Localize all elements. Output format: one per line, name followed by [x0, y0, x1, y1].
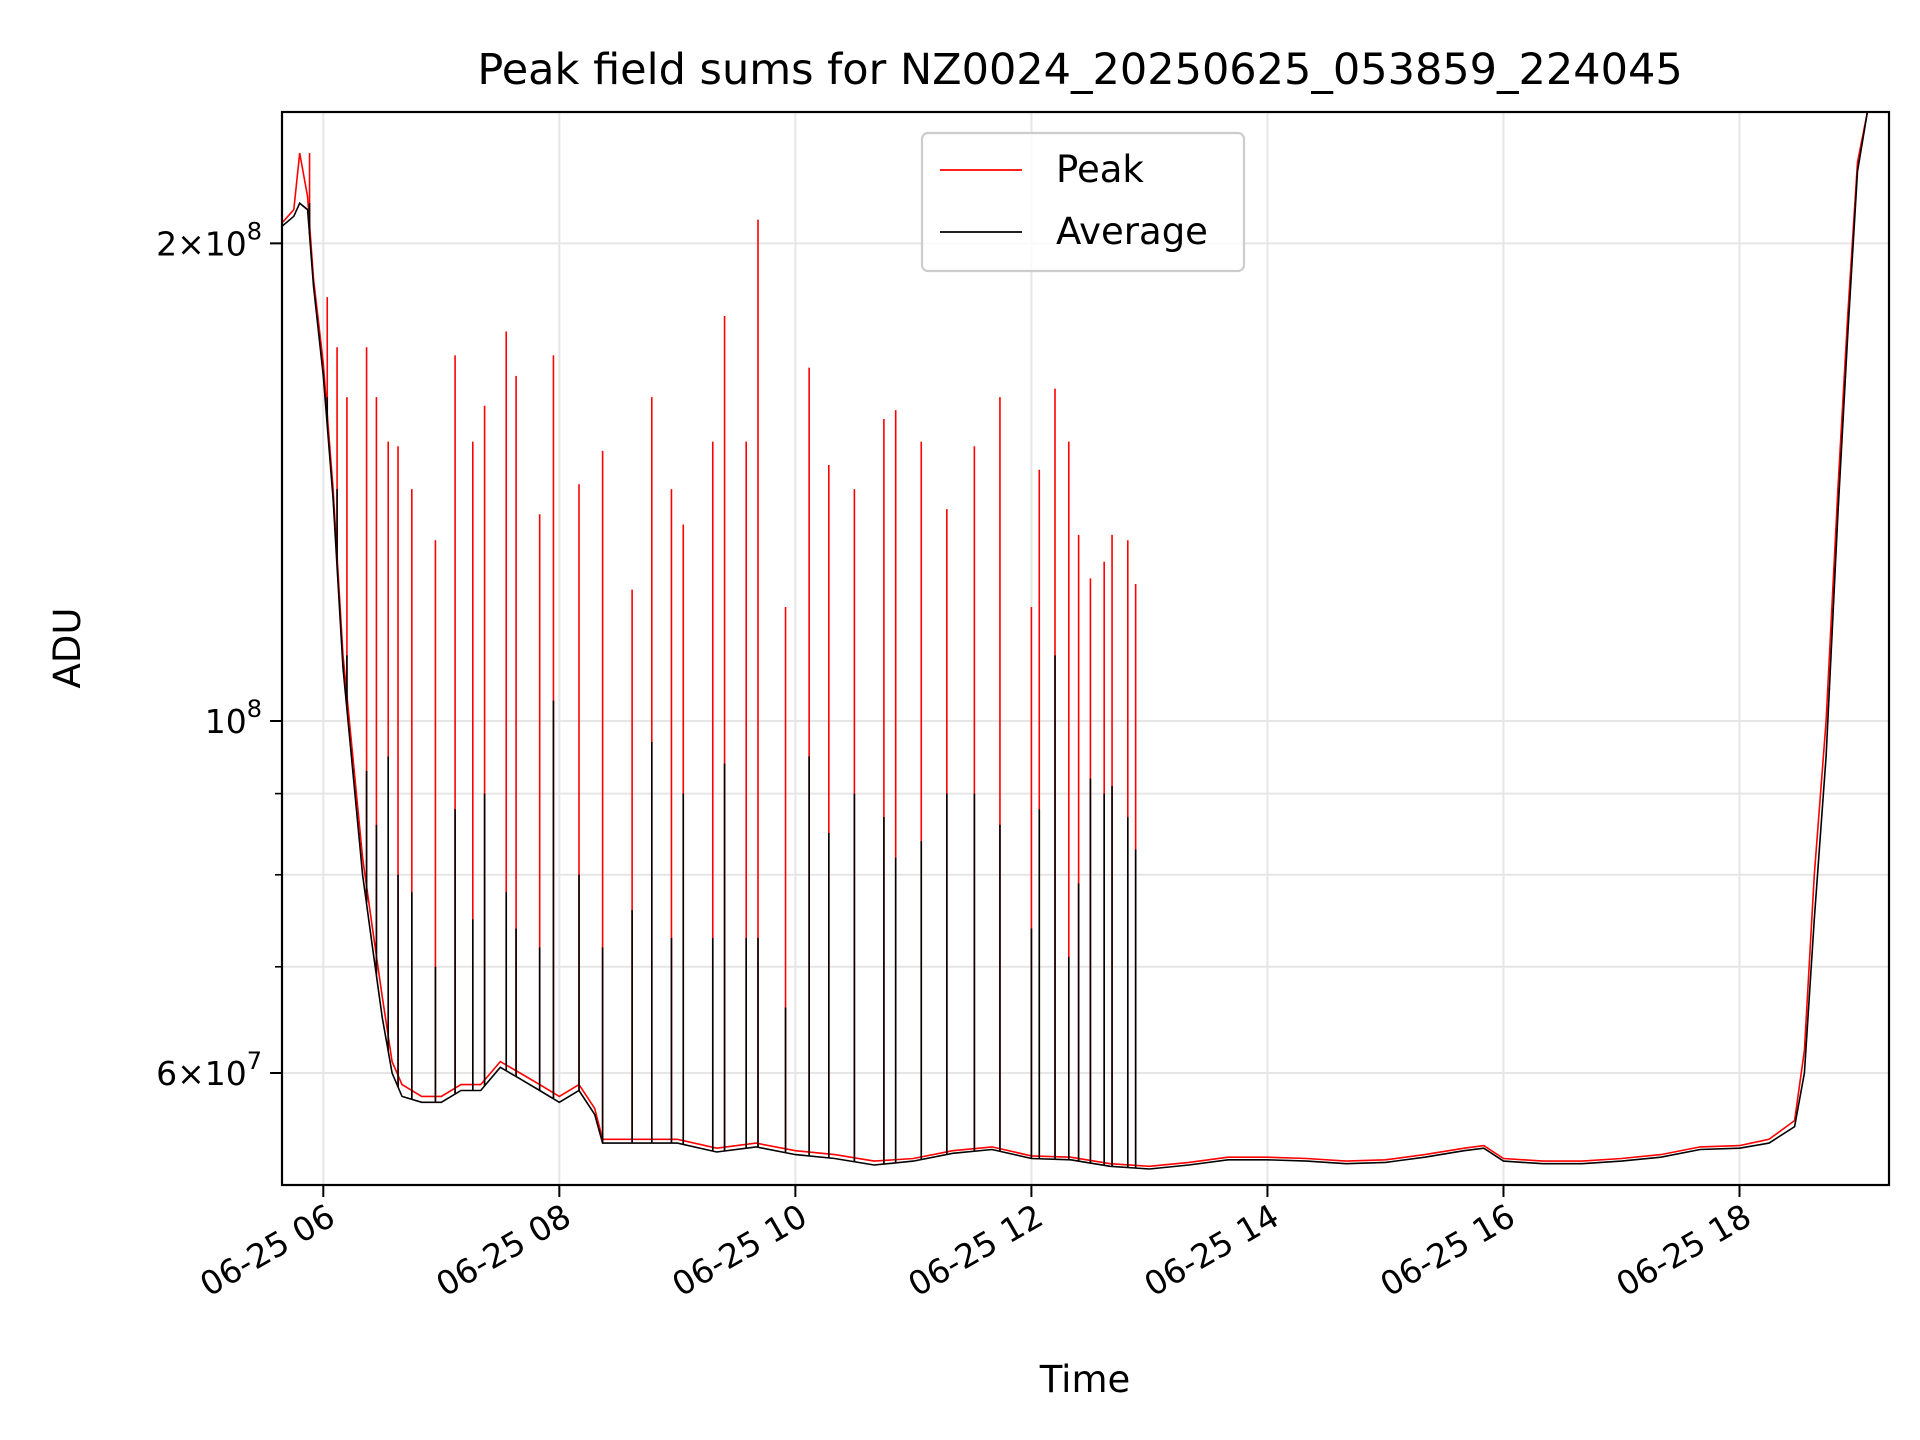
- y-tick-exponent: 8: [247, 217, 262, 245]
- y-tick-base: 6×10: [156, 1054, 247, 1093]
- legend-box: [920, 131, 1246, 273]
- x-axis-label: Time: [1039, 1358, 1131, 1401]
- y-axis-label: ADU: [46, 608, 89, 689]
- plot-lines: [282, 112, 1889, 1170]
- y-tick-exponent: 7: [247, 1047, 262, 1075]
- legend: Peak Average: [920, 131, 1246, 273]
- y-tick-base: 10: [205, 702, 247, 741]
- series-peak-line: [282, 112, 1889, 1168]
- y-tick-label: 2×108: [156, 217, 262, 263]
- y-tick-label: 108: [205, 695, 262, 741]
- y-tick-label: 6×107: [156, 1047, 262, 1093]
- plot-frame: [280, 110, 1891, 1187]
- chart-title: Peak field sums for NZ0024_20250625_0538…: [477, 45, 1682, 95]
- series-average-line: [282, 112, 1889, 1170]
- y-tick-base: 2×10: [156, 224, 247, 263]
- legend-peak-label: Peak: [1056, 148, 1144, 191]
- legend-average-label: Average: [1056, 210, 1208, 253]
- y-tick-exponent: 8: [247, 695, 262, 723]
